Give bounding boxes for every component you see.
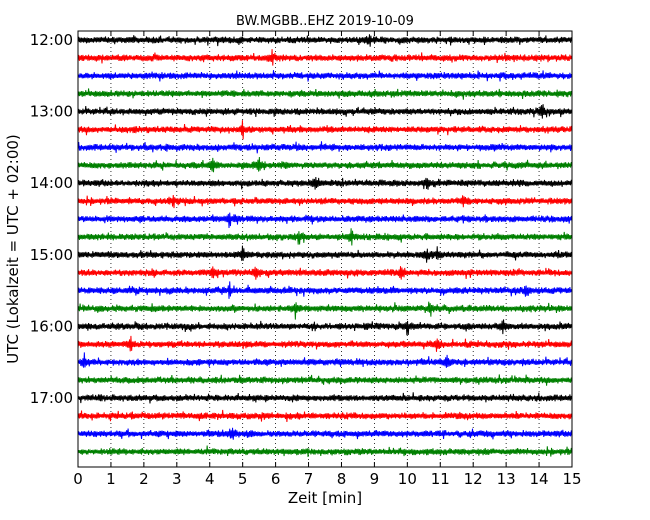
x-tick-label: 8 xyxy=(337,470,347,488)
y-tick-label: 17:00 xyxy=(30,389,73,407)
x-axis-label: Zeit [min] xyxy=(288,489,362,507)
seismic-trace xyxy=(77,281,573,299)
chart-title: BW.MGBB..EHZ 2019-10-09 xyxy=(236,14,414,29)
x-tick-label: 12 xyxy=(464,470,483,488)
x-tick-label: 5 xyxy=(238,470,248,488)
seismic-trace xyxy=(77,195,573,209)
seismic-trace xyxy=(77,70,573,82)
seismic-trace xyxy=(77,392,573,404)
seismic-trace xyxy=(77,245,573,263)
y-tick-label: 13:00 xyxy=(30,103,73,121)
seismic-trace xyxy=(77,88,573,100)
seismic-trace xyxy=(77,34,573,47)
seismic-trace xyxy=(77,176,573,190)
trace-group xyxy=(77,34,573,458)
x-tick-label: 15 xyxy=(562,470,581,488)
y-tick-label: 12:00 xyxy=(30,31,73,49)
seismic-trace xyxy=(77,301,573,320)
x-tick-label: 13 xyxy=(497,470,516,488)
plot-frame xyxy=(77,30,573,468)
seismic-trace xyxy=(77,104,573,119)
seismic-trace xyxy=(77,409,573,423)
x-tick-label: 14 xyxy=(530,470,549,488)
seismic-trace xyxy=(77,445,573,458)
seismic-trace xyxy=(77,120,573,140)
y-tick-label: 16:00 xyxy=(30,317,73,335)
vertical-grid xyxy=(110,31,540,467)
x-tick-label: 6 xyxy=(271,470,281,488)
seismic-trace xyxy=(77,141,573,154)
x-tick-label: 7 xyxy=(304,470,314,488)
y-tick-label: 15:00 xyxy=(30,246,73,264)
x-tick-label: 0 xyxy=(73,470,83,488)
x-tick-label: 4 xyxy=(205,470,215,488)
seismic-trace xyxy=(77,427,573,440)
y-tick-label: 14:00 xyxy=(30,174,73,192)
x-tick-label: 1 xyxy=(106,470,116,488)
seismic-trace xyxy=(77,212,573,229)
seismic-trace xyxy=(77,319,573,336)
seismic-trace xyxy=(77,374,573,386)
x-tick-label: 2 xyxy=(139,470,149,488)
x-tick-label: 10 xyxy=(398,470,417,488)
axis-ticks: 0 1 2 3 4 5 6 7 8 9 10 11 12 13 14 1512:0013:0014:0015:… xyxy=(30,31,582,488)
seismic-trace xyxy=(77,266,573,280)
x-tick-label: 11 xyxy=(431,470,450,488)
x-tick-label: 9 xyxy=(370,470,380,488)
seismic-trace xyxy=(77,352,573,368)
seismic-trace xyxy=(77,156,573,173)
x-tick-label: 3 xyxy=(172,470,182,488)
y-axis-label: UTC (Lokalzeit = UTC + 02:00) xyxy=(4,134,22,364)
seismic-trace xyxy=(77,49,573,66)
seismic-trace xyxy=(77,335,573,352)
seismic-trace xyxy=(77,228,573,246)
